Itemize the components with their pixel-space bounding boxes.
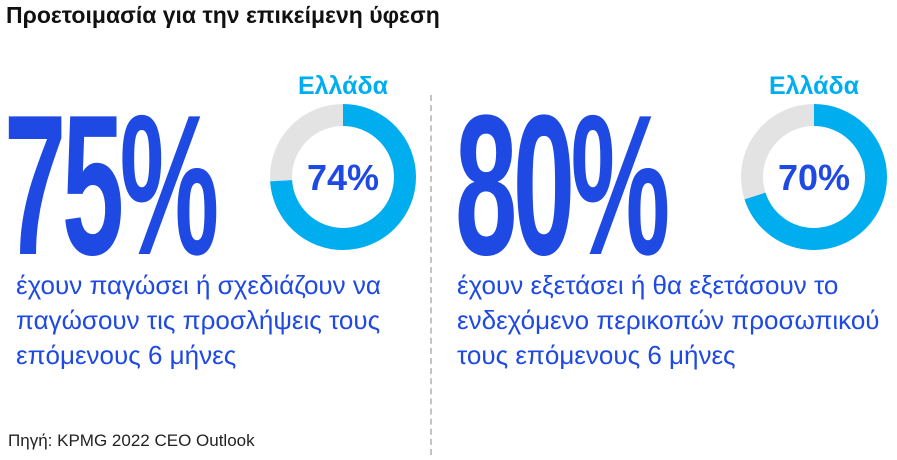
donut-value-arc [741,104,887,250]
panel-divider [430,95,432,455]
stat-description: έχουν εξετάσει ή θα εξετάσουν το ενδεχόμ… [457,270,880,370]
headline-percentage: 75% [4,74,219,297]
donut-value-label: 70% [778,157,850,198]
page-title: Προετοιμασία για την επικείμενη ύφεση [6,2,440,28]
stat-panel-staff-cuts: 80% Ελλάδα 70% έχουν εξετάσει ή θα εξετά… [445,0,897,460]
donut-value-label: 74% [307,157,379,198]
donut-chart: 74% [270,104,416,250]
donut-chart: 70% [741,104,887,250]
headline-percentage: 80% [455,74,670,297]
source-note: Πηγή: KPMG 2022 CEO Outlook [8,431,255,450]
stat-description: έχουν παγώσει ή σχεδιάζουν να παγώσουν τ… [16,270,381,370]
donut-title: Ελλάδα [768,72,860,100]
donut-title: Ελλάδα [297,72,389,100]
stat-panel-hiring-freeze: 75% Ελλάδα 74% έχουν παγώσει ή σχεδιάζου… [0,0,425,460]
donut-value-arc [270,104,416,250]
